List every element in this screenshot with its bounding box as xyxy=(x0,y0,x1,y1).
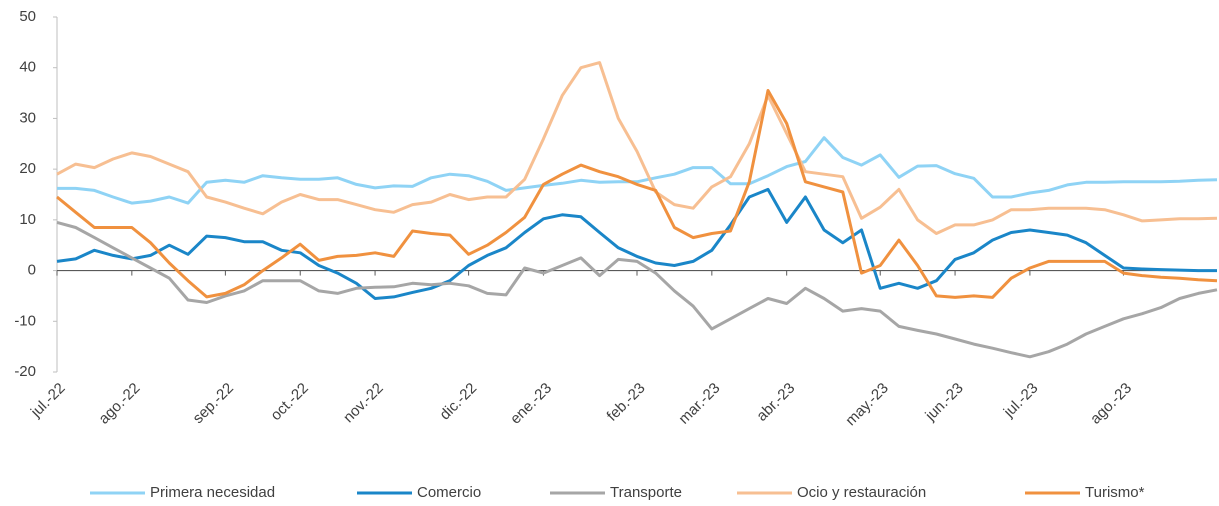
x-tick-label: ago.-23 xyxy=(1087,380,1135,428)
x-tick-label: oct.-22 xyxy=(267,380,311,424)
x-tick-label: ago.-22 xyxy=(95,380,143,428)
legend-label: Comercio xyxy=(417,484,481,501)
y-tick-label: 10 xyxy=(19,211,36,228)
x-tick-label: may.-23 xyxy=(842,380,892,430)
legend-label: Ocio y restauración xyxy=(797,484,926,501)
y-tick-label: 0 xyxy=(28,262,36,279)
x-tick-label: nov.-22 xyxy=(340,380,387,427)
y-tick-label: -20 xyxy=(14,363,36,380)
series-line xyxy=(57,136,1218,205)
legend-label: Turismo* xyxy=(1085,484,1145,501)
series-line xyxy=(56,61,1218,235)
x-tick-label: jul.-22 xyxy=(27,380,69,422)
y-tick-label: 40 xyxy=(19,59,36,76)
x-tick-label: jun.-23 xyxy=(922,380,967,425)
legend-label: Primera necesidad xyxy=(150,484,275,501)
x-tick-label: jul.-23 xyxy=(1000,380,1042,422)
x-tick-label: mar.-23 xyxy=(675,380,723,428)
x-tick-label: abr.-23 xyxy=(753,380,798,425)
x-tick-label: ene.-23 xyxy=(507,380,555,428)
series-line xyxy=(56,187,1217,300)
legend-label: Transporte xyxy=(610,484,682,501)
y-tick-label: 50 xyxy=(19,8,36,25)
y-tick-label: 30 xyxy=(19,109,36,126)
y-tick-label: -10 xyxy=(14,312,36,329)
x-tick-label: sep.-22 xyxy=(190,380,237,427)
series-line xyxy=(56,89,1218,299)
series-line xyxy=(56,220,1218,359)
y-tick-label: 20 xyxy=(19,160,36,177)
x-tick-label: dic.-22 xyxy=(436,380,480,424)
x-tick-label: feb.-23 xyxy=(604,380,649,425)
